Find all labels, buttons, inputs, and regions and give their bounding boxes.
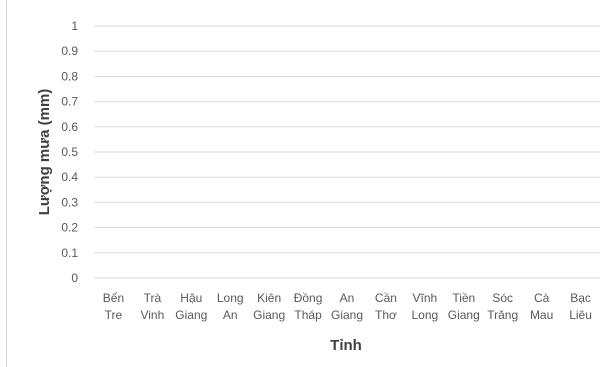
y-tick-label: 1	[71, 19, 78, 33]
y-tick-label: 0.1	[61, 246, 78, 260]
y-tick-label: 0.9	[61, 44, 78, 58]
x-tick-label: Bến	[103, 291, 124, 305]
x-tick-label: Long	[217, 291, 244, 305]
x-tick-label: Vĩnh	[413, 291, 438, 305]
x-tick-label: An	[340, 291, 355, 305]
x-tick-label: Tre	[105, 308, 123, 322]
y-tick-label: 0.4	[61, 170, 78, 184]
gridlines	[94, 25, 600, 279]
y-tick-label: 0.7	[61, 95, 78, 109]
x-tick-label: Hậu	[180, 291, 202, 305]
y-tick-label: 0	[71, 271, 78, 285]
x-tick-label: Liêu	[569, 308, 592, 322]
x-tick-label: Vinh	[140, 308, 164, 322]
x-tick-label: Tháp	[294, 308, 322, 322]
x-tick-label: Đồng	[294, 291, 323, 305]
y-axis-title: Lượng mưa (mm)	[36, 89, 53, 216]
y-tick-label: 0.6	[61, 120, 78, 134]
x-tick-label: Mau	[530, 308, 553, 322]
x-tick-label: Bạc	[570, 291, 591, 305]
x-tick-label: Trăng	[487, 308, 518, 322]
x-tick-label: Thơ	[375, 308, 397, 322]
x-tick-label: Cần	[375, 291, 397, 305]
x-tick-label: Long	[411, 308, 438, 322]
x-tick-label: Giang	[253, 308, 285, 322]
x-tick-label: Giang	[448, 308, 480, 322]
x-tick-label: Kiên	[257, 291, 281, 305]
y-tick-label: 0.2	[61, 221, 78, 235]
x-tick-label: Giang	[175, 308, 207, 322]
x-tick-labels: Bến Tre Trà Vinh Hậu Giang Long An Kiên Giang Đồng…	[103, 291, 592, 322]
x-tick-label: Trà	[144, 291, 162, 305]
x-tick-label: Giang	[331, 308, 363, 322]
x-tick-label: Cà	[534, 291, 550, 305]
y-tick-label: 0.3	[61, 195, 78, 209]
y-tick-label: 0.5	[61, 145, 78, 159]
y-tick-labels: 0 0.1 0.2 0.3 0.4 0.5 0.6 0.7 0.8 0.9 1	[61, 19, 78, 285]
y-tick-label: 0.8	[61, 69, 78, 83]
x-axis-title: Tỉnh	[330, 337, 362, 354]
x-tick-label: An	[223, 308, 238, 322]
chart-border	[6, 0, 7, 367]
x-tick-label: Sóc	[492, 291, 513, 305]
x-tick-label: Tiền	[452, 291, 475, 305]
